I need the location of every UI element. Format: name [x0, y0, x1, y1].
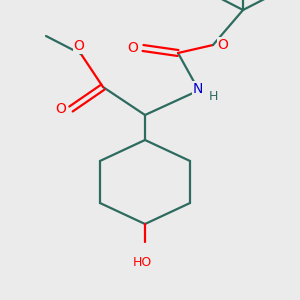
Text: H: H	[208, 91, 218, 103]
Text: O: O	[128, 41, 138, 55]
Text: O: O	[74, 39, 84, 53]
Text: O: O	[218, 38, 228, 52]
Text: N: N	[193, 82, 203, 96]
Text: O: O	[56, 102, 66, 116]
Text: HO: HO	[132, 256, 152, 269]
